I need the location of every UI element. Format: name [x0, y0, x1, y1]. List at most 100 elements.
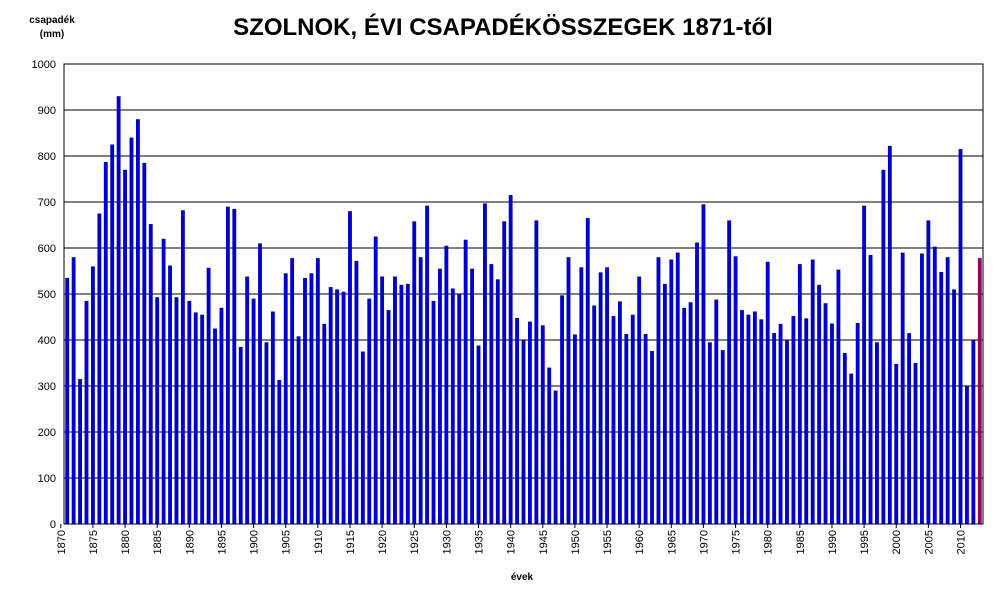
bar [804, 318, 809, 524]
bar [560, 295, 564, 524]
bar [913, 363, 918, 524]
x-tick-label: 1890 [184, 530, 196, 554]
x-tick-labels: 1870 1875 1880 1885 1890 1895 1900 1905 1910 1915… [56, 524, 968, 554]
bar [463, 239, 468, 524]
bar [65, 277, 70, 524]
bar [855, 322, 860, 524]
x-tick-label: 1900 [249, 530, 261, 554]
bar [264, 342, 269, 524]
x-tick-label: 1915 [345, 530, 357, 554]
bar [412, 221, 417, 524]
bar [193, 312, 198, 524]
bar [270, 311, 275, 524]
bar [643, 334, 648, 524]
y-tick-label: 200 [38, 427, 56, 439]
bar [303, 277, 307, 524]
x-tick-label: 1935 [474, 530, 486, 554]
bar [939, 271, 944, 524]
bar [174, 297, 179, 524]
x-tick-label: 1995 [859, 530, 871, 554]
x-tick-label: 1980 [763, 530, 775, 554]
bar [894, 363, 899, 524]
x-tick-label: 1895 [216, 530, 228, 554]
bar [489, 264, 494, 524]
bar [348, 211, 352, 524]
bar [952, 289, 957, 524]
bar [624, 334, 629, 524]
bar [354, 260, 359, 524]
bar [521, 340, 526, 524]
bar [315, 258, 320, 524]
bar [656, 257, 661, 524]
bar [714, 299, 719, 524]
bar [675, 252, 680, 524]
bar [425, 205, 430, 524]
bar [791, 316, 796, 524]
bar [168, 265, 172, 524]
y-axis-label-line2: (mm) [40, 29, 64, 40]
bar [450, 288, 455, 524]
bar [213, 328, 217, 524]
bar [958, 149, 963, 524]
bar [380, 276, 385, 524]
bar [431, 300, 436, 524]
bar [103, 161, 108, 525]
bar [759, 319, 764, 524]
x-tick-label: 1960 [634, 530, 646, 554]
bar [932, 246, 937, 524]
bar [662, 283, 667, 524]
bar [508, 195, 513, 524]
bar [977, 258, 982, 524]
bar [335, 289, 340, 524]
bar [470, 268, 475, 524]
bar [836, 269, 841, 524]
y-tick-label: 100 [38, 473, 56, 485]
x-tick-label: 1870 [56, 530, 68, 554]
bar [476, 345, 481, 524]
bar [965, 386, 969, 524]
bar [135, 119, 140, 524]
bar [418, 257, 423, 524]
bar [155, 297, 160, 524]
bar [823, 303, 828, 524]
bar [296, 336, 301, 524]
bar [142, 162, 147, 524]
bar [695, 242, 699, 525]
bar [232, 208, 237, 524]
x-tick-label: 1975 [731, 530, 743, 554]
bar [438, 268, 442, 524]
bar [810, 259, 815, 524]
bar [740, 310, 744, 524]
bar [572, 334, 577, 524]
x-tick-label: 2000 [891, 530, 903, 554]
bar [123, 169, 127, 525]
bar [129, 137, 134, 524]
bar [617, 301, 622, 524]
bar [733, 256, 738, 524]
y-tick-label: 0 [50, 519, 56, 531]
bar [187, 300, 192, 524]
bar [110, 144, 115, 524]
x-tick-label: 1905 [281, 530, 293, 554]
bar [862, 205, 867, 524]
bar [727, 220, 732, 524]
x-tick-label: 2005 [923, 530, 935, 554]
bar [373, 236, 378, 524]
bar [309, 273, 314, 524]
x-tick-label: 1945 [538, 530, 550, 554]
bar [341, 291, 346, 524]
x-tick-label: 1940 [506, 530, 518, 554]
bar [720, 350, 725, 524]
y-tick-label: 800 [38, 151, 56, 163]
bar [534, 220, 539, 524]
bar [290, 258, 295, 524]
x-tick-label: 1990 [827, 530, 839, 554]
bar [830, 323, 834, 524]
bar [945, 257, 950, 524]
bar [90, 266, 95, 524]
y-axis-label-line1: csapadék [29, 15, 75, 26]
bar [887, 145, 892, 524]
bar [566, 257, 571, 524]
x-tick-label: 1875 [88, 530, 100, 554]
